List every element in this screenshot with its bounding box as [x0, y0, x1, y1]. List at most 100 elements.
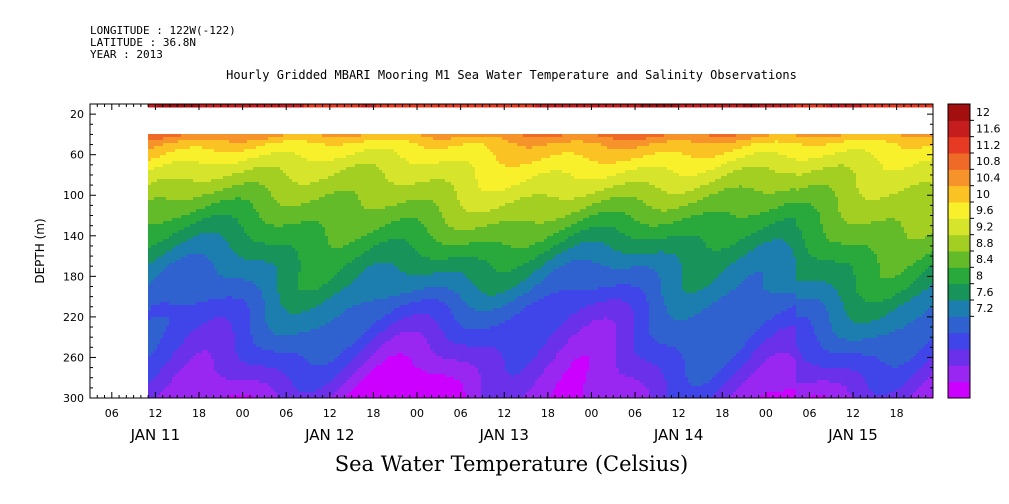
field-cell — [265, 284, 269, 288]
field-cell — [277, 203, 281, 207]
field-cell — [235, 335, 239, 339]
field-cell — [256, 218, 260, 222]
field-cell — [205, 296, 209, 300]
field-cell — [169, 140, 173, 144]
field-cell — [265, 305, 269, 309]
field-cell — [235, 260, 239, 264]
field-cell — [211, 305, 215, 309]
field-cell — [202, 173, 206, 177]
field-cell — [247, 338, 251, 342]
field-cell — [295, 395, 299, 398]
field-cell — [310, 251, 314, 255]
field-cell — [274, 383, 278, 387]
field-cell — [175, 215, 179, 219]
field-cell — [157, 173, 161, 177]
field-cell — [172, 254, 176, 258]
field-cell — [301, 290, 305, 294]
field-cell — [247, 311, 251, 315]
field-cell — [220, 350, 224, 354]
field-cell — [205, 221, 209, 225]
field-cell — [151, 332, 155, 336]
field-cell — [310, 296, 314, 300]
field-cell — [205, 260, 209, 264]
field-cell — [253, 260, 257, 264]
field-cell — [232, 134, 236, 138]
field-cell — [310, 389, 314, 393]
field-cell — [208, 137, 212, 141]
field-cell — [181, 140, 185, 144]
field-cell — [214, 335, 218, 339]
field-cell — [247, 230, 251, 234]
field-cell — [292, 233, 296, 237]
field-cell — [250, 170, 254, 174]
field-cell — [193, 350, 197, 354]
field-cell — [301, 368, 305, 372]
field-cell — [217, 170, 221, 174]
field-cell — [184, 170, 188, 174]
field-cell — [202, 185, 206, 189]
field-cell — [190, 158, 194, 162]
field-cell — [295, 194, 299, 198]
field-cell — [235, 275, 239, 279]
field-cell — [151, 206, 155, 210]
field-cell — [211, 347, 215, 351]
field-cell — [184, 302, 188, 306]
field-cell — [283, 263, 287, 267]
field-cell — [274, 251, 278, 255]
field-cell — [265, 266, 269, 270]
field-cell — [289, 380, 293, 384]
field-cell — [301, 287, 305, 291]
field-cell — [208, 362, 212, 366]
field-cell — [283, 326, 287, 330]
field-cell — [247, 395, 251, 398]
field-cell — [304, 218, 308, 222]
field-cell — [217, 320, 221, 324]
field-cell — [202, 146, 206, 150]
field-cell — [289, 197, 293, 201]
field-cell — [259, 254, 263, 258]
field-cell — [295, 167, 299, 171]
field-cell — [301, 272, 305, 276]
field-cell — [190, 290, 194, 294]
field-cell — [199, 374, 203, 378]
field-cell — [193, 230, 197, 234]
field-cell — [304, 344, 308, 348]
field-cell — [283, 362, 287, 366]
field-cell — [301, 302, 305, 306]
field-cell — [235, 209, 239, 213]
field-cell — [163, 251, 167, 255]
field-cell — [226, 299, 230, 303]
field-cell — [181, 278, 185, 282]
field-cell — [247, 368, 251, 372]
field-cell — [253, 236, 257, 240]
field-cell — [214, 239, 218, 243]
field-cell — [220, 329, 224, 333]
field-cell — [196, 323, 200, 327]
field-cell — [298, 164, 302, 168]
field-cell — [247, 335, 251, 339]
field-cell — [232, 266, 236, 270]
field-cell — [304, 197, 308, 201]
field-cell — [214, 362, 218, 366]
field-cell — [169, 395, 173, 398]
field-cell — [238, 332, 242, 336]
field-cell — [163, 275, 167, 279]
field-cell — [241, 323, 245, 327]
field-cell — [259, 317, 263, 321]
field-cell — [157, 332, 161, 336]
field-cell — [163, 254, 167, 258]
field-cell — [262, 194, 266, 198]
field-cell — [187, 383, 191, 387]
field-cell — [214, 155, 218, 159]
field-cell — [250, 173, 254, 177]
field-cell — [268, 182, 272, 186]
field-cell — [157, 143, 161, 147]
field-cell — [151, 209, 155, 213]
field-cell — [250, 104, 254, 108]
field-cell — [160, 344, 164, 348]
field-cell — [238, 293, 242, 297]
field-cell — [214, 209, 218, 213]
field-cell — [193, 245, 197, 249]
field-cell — [292, 356, 296, 360]
field-cell — [172, 314, 176, 318]
